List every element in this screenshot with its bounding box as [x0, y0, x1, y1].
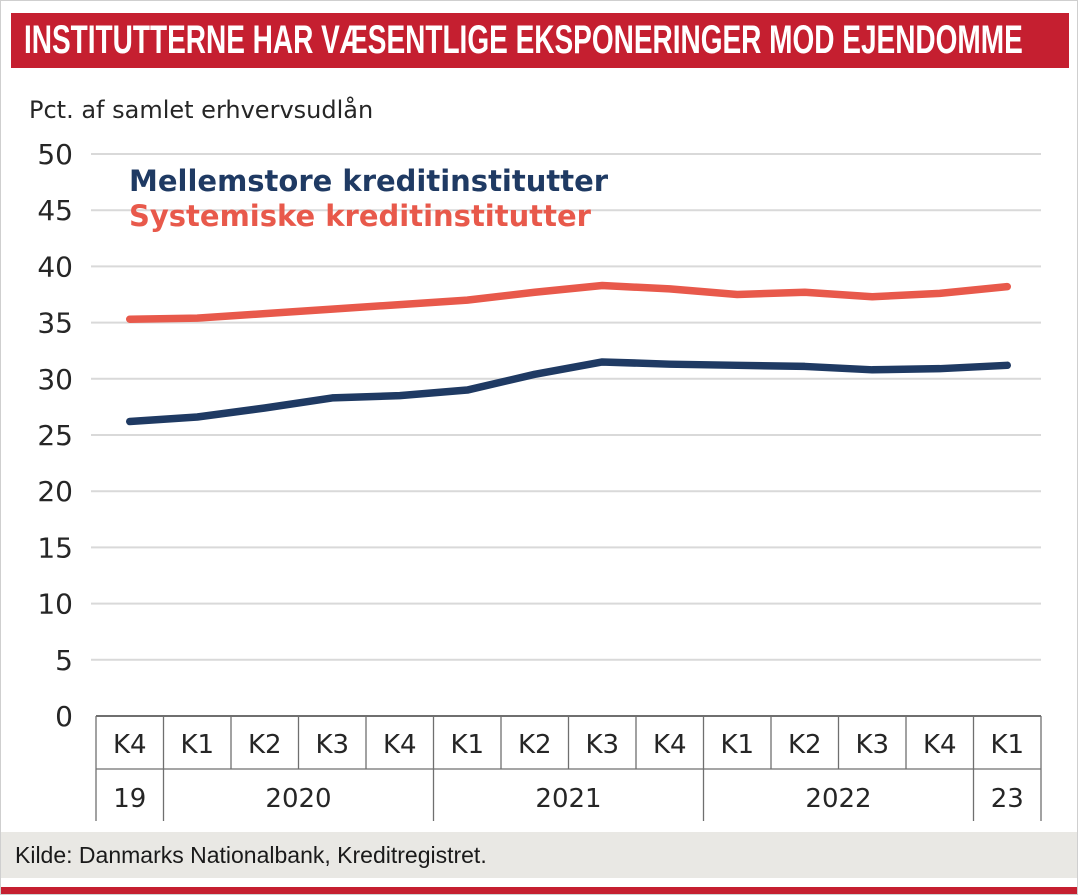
y-tick-label: 5 — [55, 644, 73, 677]
x-tick-label: K1 — [720, 730, 754, 760]
year-label: 2021 — [535, 784, 601, 814]
x-tick-label: K4 — [923, 730, 957, 760]
legend-systemiske: Systemiske kreditinstitutter — [129, 199, 591, 233]
x-tick-label: K4 — [653, 730, 687, 760]
chart-legend: Mellemstore kreditinstitutter Systemiske… — [129, 164, 608, 234]
x-tick-label: K3 — [315, 730, 349, 760]
x-tick-label: K3 — [855, 730, 889, 760]
x-tick-label: K3 — [585, 730, 619, 760]
y-tick-label: 0 — [55, 700, 73, 733]
year-label: 19 — [113, 784, 146, 814]
y-tick-label: 40 — [37, 250, 73, 283]
y-tick-label: 50 — [37, 138, 73, 171]
y-tick-label: 35 — [37, 307, 73, 340]
headline-banner: INSTITUTTERNE HAR VÆSENTLIGE EKSPONERING… — [11, 13, 1069, 68]
y-tick-label: 45 — [37, 194, 73, 227]
x-tick-label: K4 — [113, 730, 147, 760]
year-label: 2020 — [265, 784, 331, 814]
series-line-systemiske — [126, 281, 1011, 323]
y-tick-label: 15 — [37, 531, 73, 564]
source-text: Kilde: Danmarks Nationalbank, Kreditregi… — [15, 841, 487, 868]
headline-title: INSTITUTTERNE HAR VÆSENTLIGE EKSPONERING… — [24, 18, 1023, 62]
y-tick-label: 25 — [37, 419, 73, 452]
y-tick-label: 30 — [37, 363, 73, 396]
x-tick-label: K1 — [450, 730, 484, 760]
series-line-mellemstore — [126, 358, 1011, 426]
x-tick-label: K1 — [990, 730, 1024, 760]
x-tick-label: K2 — [518, 730, 552, 760]
x-tick-label: K2 — [788, 730, 822, 760]
footer-accent-bar — [1, 887, 1077, 894]
source-bar: Kilde: Danmarks Nationalbank, Kreditregi… — [1, 832, 1077, 878]
x-tick-label: K2 — [248, 730, 282, 760]
year-label: 23 — [991, 784, 1024, 814]
legend-mellemstore: Mellemstore kreditinstitutter — [129, 164, 609, 198]
y-tick-label: 20 — [37, 475, 73, 508]
year-label: 2022 — [805, 784, 871, 814]
y-axis-unit-label: Pct. af samlet erhvervsudlån — [29, 96, 374, 124]
x-tick-label: K4 — [383, 730, 417, 760]
y-tick-label: 10 — [37, 588, 73, 621]
x-tick-label: K1 — [180, 730, 214, 760]
